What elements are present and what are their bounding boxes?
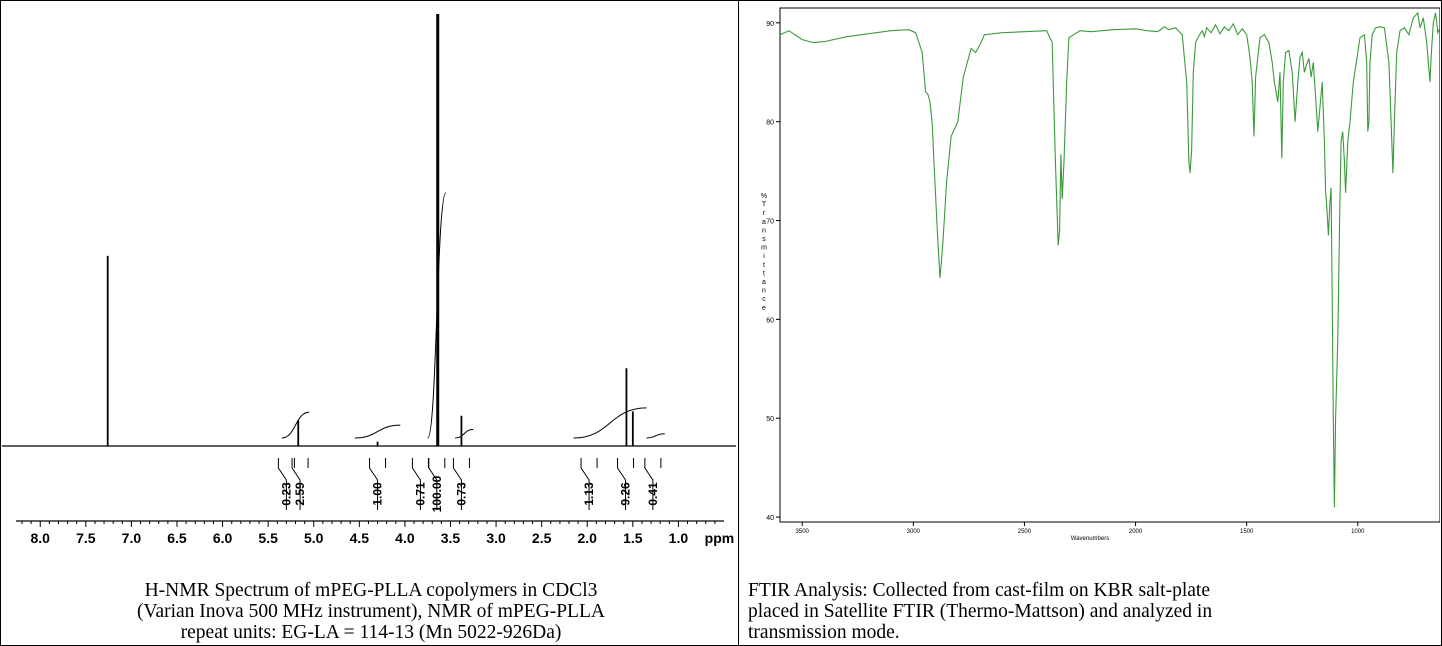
ftir-y-tick-label: 70 (766, 219, 774, 226)
nmr-integral-curve-1 (281, 411, 310, 439)
ftir-caption-line-1: FTIR Analysis: Collected from cast-film … (748, 580, 1210, 601)
nmr-x-tick-label: 3.5 (441, 530, 461, 546)
nmr-x-tick-label: 2.0 (578, 530, 598, 546)
ftir-caption-line-2: placed in Satellite FTIR (Thermo-Mattson… (748, 601, 1213, 622)
ftir-x-tick-label: 1000 (1351, 529, 1365, 535)
nmr-integral-label: 0.41 (646, 482, 660, 506)
nmr-integral-curve-2 (354, 424, 401, 439)
nmr-x-axis-label: ppm (705, 530, 735, 546)
ftir-x-tick-label: 3000 (907, 529, 921, 535)
nmr-integral-label: 2.59 (293, 482, 307, 506)
nmr-integral-8: 9.26 (617, 458, 635, 510)
ftir-spectrum-chart: 40 50 60 70 80 90 3500 3000 2500 2000 1500 1000 Wave… (761, 7, 1441, 542)
nmr-integral-7: 1.13 (580, 458, 598, 510)
nmr-integral-label: 0.23 (279, 482, 293, 506)
nmr-x-tick-label: 2.5 (532, 530, 552, 546)
nmr-caption-line-2: (Varian Inova 500 MHz instrument), NMR o… (137, 601, 605, 622)
nmr-integral-3: 1.00 (369, 458, 387, 510)
nmr-integral-label: 1.13 (582, 482, 596, 506)
nmr-integral-bracket (644, 458, 654, 510)
nmr-integral-9: 0.41 (644, 458, 662, 510)
ftir-spectrum-line (779, 11, 1441, 508)
nmr-integral-curve-3 (427, 192, 447, 439)
nmr-x-tick-label: 6.5 (167, 530, 187, 546)
nmr-integral-bracket (617, 458, 627, 510)
nmr-x-tick-label: 1.0 (669, 530, 689, 546)
ftir-caption: FTIR Analysis: Collected from cast-film … (748, 580, 1438, 643)
nmr-integral-label: 0.71 (413, 482, 427, 506)
ftir-y-tick-label: 40 (766, 515, 774, 522)
nmr-integral-label: 1.00 (371, 482, 385, 506)
nmr-x-tick-label: 7.0 (122, 530, 142, 546)
ftir-y-tick-label: 50 (766, 416, 774, 423)
nmr-integral-6: 0.73 (452, 458, 470, 510)
nmr-integral-curve-6 (646, 433, 665, 439)
ftir-caption-line-3: transmission mode. (748, 622, 900, 643)
nmr-caption-line-1: H-NMR Spectrum of mPEG-PLLA copolymers i… (144, 580, 598, 601)
ftir-y-tick-label: 60 (766, 317, 774, 324)
ftir-x-axis-label: Wavenumbers (1071, 536, 1109, 542)
nmr-x-tick-label: 1.5 (623, 530, 643, 546)
nmr-x-tick-label: 4.0 (395, 530, 415, 546)
nmr-x-tick-label: 5.5 (258, 530, 278, 546)
nmr-integral-2: 2.59 (291, 458, 309, 510)
nmr-x-tick-label: 3.0 (486, 530, 506, 546)
nmr-integral-curve-4 (455, 428, 474, 439)
nmr-caption-line-3: repeat units: EG-LA = 114-13 (Mn 5022-92… (180, 622, 562, 643)
ftir-plot-frame (779, 7, 1441, 523)
nmr-integral-5: 100.00 (428, 458, 446, 512)
ftir-x-tick-label: 2500 (1018, 529, 1032, 535)
nmr-x-tick-label: 4.5 (350, 530, 370, 546)
nmr-integral-bracket (277, 458, 287, 510)
nmr-integral-bracket (580, 458, 590, 510)
panel-divider (738, 0, 739, 646)
nmr-integral-label: 9.26 (619, 482, 633, 506)
nmr-x-tick-label: 7.5 (76, 530, 96, 546)
ftir-x-tick-label: 1500 (1240, 529, 1254, 535)
nmr-integral-label: 0.73 (454, 482, 468, 506)
nmr-integral-4: 0.71 (411, 458, 429, 510)
nmr-spectrum-panel: 0.23 2.59 1.00 0.71 100.00 0.73 1.13 9.26 0.41 8.… (2, 2, 736, 552)
nmr-x-tick-label: 6.0 (213, 530, 233, 546)
nmr-integral-bracket (411, 458, 421, 510)
ftir-y-tick-label: 80 (766, 120, 774, 127)
nmr-x-tick-label: 5.0 (304, 530, 324, 546)
nmr-integral-curve-5 (573, 407, 647, 439)
ftir-y-tick-label: 90 (766, 21, 774, 28)
nmr-integral-bracket (369, 458, 379, 510)
nmr-x-tick-label: 8.0 (30, 530, 50, 546)
nmr-integral-bracket (291, 458, 301, 510)
ftir-spectrum-panel: 40 50 60 70 80 90 3500 3000 2500 2000 1500 1000 Wave… (742, 2, 1441, 542)
nmr-integral-1: 0.23 (277, 458, 295, 510)
nmr-spectrum-chart: 0.23 2.59 1.00 0.71 100.00 0.73 1.13 9.26 0.41 8.… (2, 14, 736, 546)
nmr-integral-label: 100.00 (430, 475, 444, 512)
ftir-x-tick-label: 2000 (1129, 529, 1143, 535)
nmr-integral-bracket (452, 458, 462, 510)
nmr-caption: H-NMR Spectrum of mPEG-PLLA copolymers i… (6, 580, 736, 643)
nmr-integral-bracket (428, 458, 438, 510)
ftir-x-tick-label: 3500 (796, 529, 810, 535)
